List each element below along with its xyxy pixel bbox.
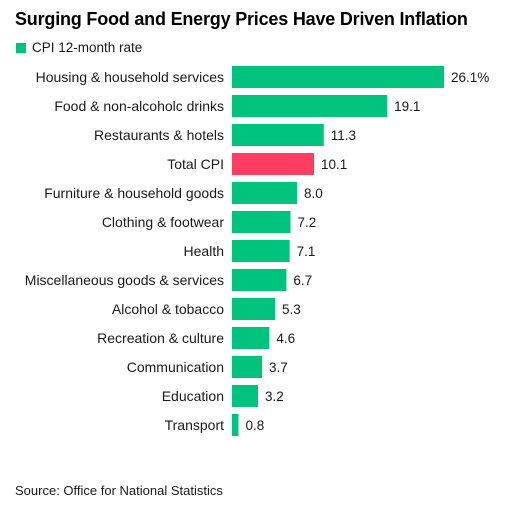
value-label: 7.1 bbox=[297, 244, 316, 259]
bar-clothing-footwear bbox=[232, 211, 291, 233]
bar-miscellaneous-goods-services bbox=[232, 269, 287, 291]
value-label: 11.3 bbox=[331, 128, 356, 143]
value-label: 3.2 bbox=[265, 389, 284, 404]
category-label: Food & non-alcoholc drinks bbox=[54, 98, 224, 114]
bar-communication bbox=[232, 356, 263, 378]
bar-total-cpi bbox=[232, 153, 315, 175]
category-label: Total CPI bbox=[167, 156, 224, 172]
bar-education bbox=[232, 385, 258, 407]
value-label: 0.8 bbox=[245, 418, 264, 433]
chart-title: Surging Food and Energy Prices Have Driv… bbox=[15, 9, 468, 29]
category-label: Restaurants & hotels bbox=[94, 127, 224, 143]
value-label: 8.0 bbox=[304, 186, 323, 201]
value-label: 10.1 bbox=[321, 157, 347, 172]
legend-label: CPI 12-month rate bbox=[32, 40, 143, 55]
bar-alcohol-tobacco bbox=[232, 298, 276, 320]
bar-recreation-culture bbox=[232, 327, 270, 349]
category-label: Miscellaneous goods & services bbox=[25, 272, 224, 288]
bar-housing-household-services bbox=[232, 66, 444, 88]
category-label: Communication bbox=[127, 359, 224, 375]
bar-chart: Housing & household services 26.1% Food & … bbox=[25, 66, 489, 436]
category-label: Alcohol & tobacco bbox=[112, 301, 224, 317]
category-label: Housing & household services bbox=[36, 69, 224, 85]
value-label: 19.1 bbox=[394, 99, 420, 114]
value-label: 3.7 bbox=[269, 360, 288, 375]
bar-food-non-alcoholc-drinks bbox=[232, 95, 388, 117]
chart-legend: CPI 12-month rate bbox=[16, 40, 142, 55]
bar-transport bbox=[232, 414, 239, 436]
category-label: Health bbox=[184, 243, 224, 259]
category-label: Transport bbox=[165, 417, 225, 433]
category-label: Education bbox=[162, 388, 224, 404]
bar-restaurants-hotels bbox=[232, 124, 324, 146]
category-label: Recreation & culture bbox=[97, 330, 224, 346]
bar-health bbox=[232, 240, 290, 262]
value-label: 26.1% bbox=[451, 70, 489, 85]
source-note: Source: Office for National Statistics bbox=[15, 483, 223, 498]
category-label: Clothing & footwear bbox=[102, 214, 225, 230]
value-label: 4.6 bbox=[276, 331, 295, 346]
value-label: 7.2 bbox=[297, 215, 316, 230]
category-label: Furniture & household goods bbox=[44, 185, 224, 201]
bar-furniture-household-goods bbox=[232, 182, 297, 204]
value-label: 6.7 bbox=[293, 273, 312, 288]
legend-swatch bbox=[16, 42, 26, 53]
value-label: 5.3 bbox=[282, 302, 301, 317]
